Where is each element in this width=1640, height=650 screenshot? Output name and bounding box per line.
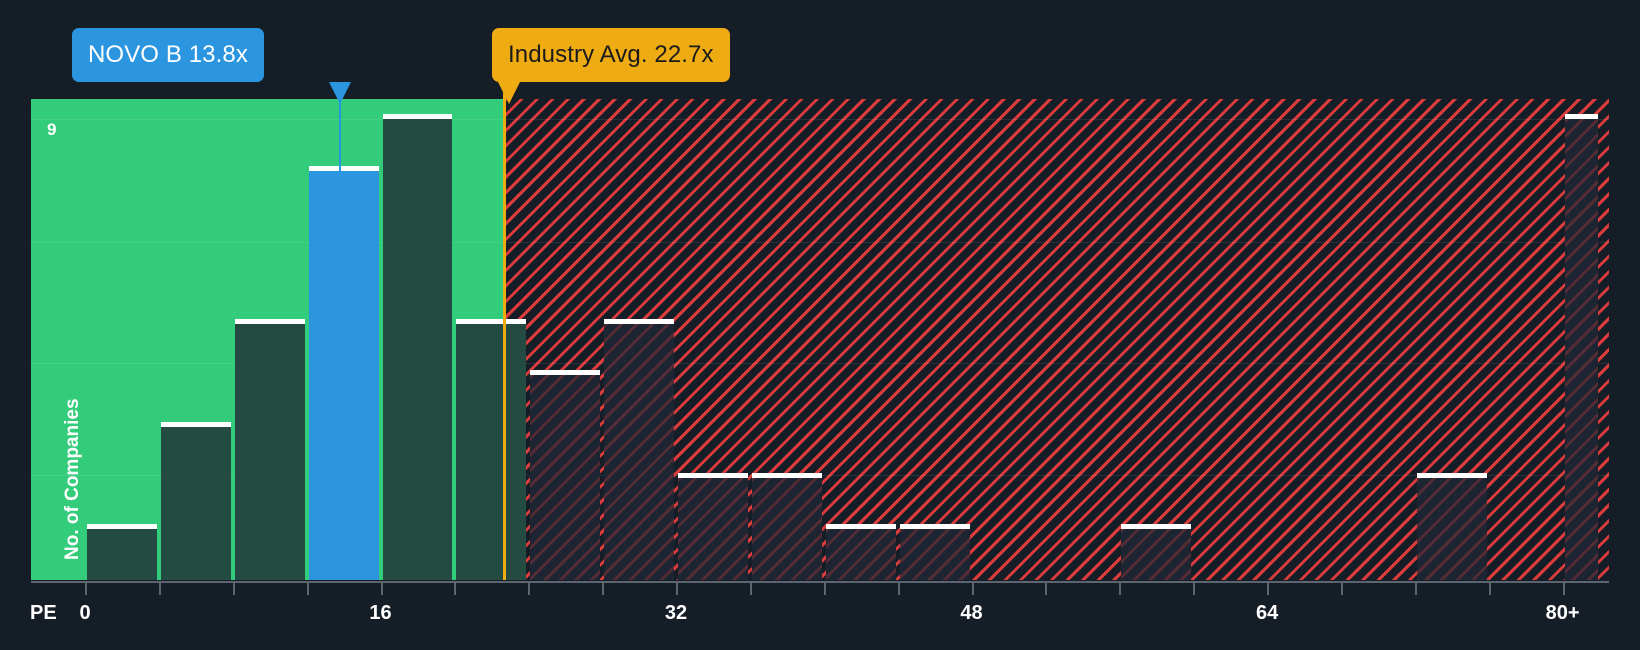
- x-axis-tick: [749, 583, 752, 595]
- histogram-bar[interactable]: [604, 319, 675, 580]
- bar-hatch: [530, 375, 601, 580]
- bar-top-cap: [604, 319, 675, 325]
- bar-top-cap: [825, 523, 896, 529]
- industry-average-callout[interactable]: Industry Avg. 22.7x: [492, 28, 730, 82]
- x-axis-tick-label: 32: [664, 602, 688, 624]
- x-axis-tick-label: 16: [369, 602, 392, 624]
- y-axis-label: No. of Companies: [62, 398, 83, 560]
- industry-average-callout-tail: [498, 82, 521, 104]
- x-axis-tick: [1414, 583, 1417, 595]
- histogram-bar[interactable]: [751, 472, 822, 580]
- x-axis-tick-label: 80+: [1545, 602, 1580, 624]
- bar-hatch: [751, 477, 822, 580]
- bar-hatch: [899, 528, 970, 580]
- x-axis-tick: [1267, 583, 1270, 595]
- x-axis-tick-label: 64: [1255, 602, 1279, 624]
- x-axis-tick: [380, 583, 383, 595]
- bar-top-cap: [87, 523, 157, 529]
- bar-top-cap: [1416, 472, 1487, 478]
- x-axis-tick: [676, 583, 679, 595]
- bar-top-cap: [308, 165, 379, 171]
- gridline: [31, 363, 1609, 364]
- histogram-bar[interactable]: [825, 523, 896, 580]
- bar-top-cap: [678, 472, 748, 478]
- histogram-bar[interactable]: [899, 523, 970, 580]
- x-axis-tick: [1488, 583, 1491, 595]
- y-axis-max-value: 9: [47, 120, 57, 139]
- bar-top-cap: [234, 319, 305, 325]
- industry-average-callout-label: Industry Avg. 22.7x: [508, 41, 714, 68]
- gridline: [31, 242, 1609, 243]
- x-axis-tick: [158, 583, 161, 595]
- histogram-bar[interactable]: [308, 165, 379, 580]
- histogram-bar[interactable]: [456, 319, 527, 580]
- x-axis-tick: [528, 583, 531, 595]
- company-callout-label: NOVO B 13.8x: [88, 41, 248, 68]
- company-callout[interactable]: NOVO B 13.8x: [72, 28, 264, 82]
- x-axis-tick: [306, 583, 309, 595]
- x-axis-tick: [1045, 583, 1048, 595]
- x-axis-tick: [454, 583, 457, 595]
- histogram-bar[interactable]: [1564, 114, 1598, 580]
- x-axis-tick: [897, 583, 900, 595]
- bar-top-cap: [1121, 523, 1192, 529]
- histogram-bar[interactable]: [87, 523, 157, 580]
- bar-hatch: [1416, 477, 1487, 580]
- x-axis-tick: [1119, 583, 1122, 595]
- histogram-bar[interactable]: [160, 421, 231, 580]
- x-axis-tick: [602, 583, 605, 595]
- company-callout-tail: [328, 82, 351, 104]
- histogram-bar[interactable]: [234, 319, 305, 580]
- histogram-bar[interactable]: [1416, 472, 1487, 580]
- bar-hatch: [825, 528, 896, 580]
- x-axis-label: PE: [30, 602, 57, 624]
- bar-top-cap: [751, 472, 822, 478]
- x-axis-tick: [1340, 583, 1343, 595]
- x-axis-tick-label: 48: [960, 602, 983, 624]
- bar-hatch: [1121, 528, 1192, 580]
- bar-top-cap: [382, 114, 453, 120]
- bar-top-cap: [160, 421, 231, 427]
- bar-top-cap: [530, 370, 601, 376]
- histogram-bar[interactable]: [678, 472, 748, 580]
- bar-hatch: [1564, 119, 1598, 580]
- x-axis-tick: [971, 583, 974, 595]
- bar-top-cap: [1564, 114, 1598, 120]
- x-axis-tick: [85, 583, 87, 595]
- x-axis-tick: [1562, 583, 1565, 595]
- x-axis-tick: [232, 583, 235, 595]
- histogram-bar[interactable]: [1121, 523, 1192, 580]
- industry-average-marker-line: [503, 90, 507, 580]
- x-axis-line: [31, 581, 1609, 583]
- x-axis-tick: [1193, 583, 1196, 595]
- bar-top-cap: [456, 319, 527, 325]
- bar-top-cap: [899, 523, 970, 529]
- histogram-bar[interactable]: [530, 370, 601, 580]
- x-axis-tick-label: 0: [79, 602, 91, 624]
- bar-hatch: [678, 477, 748, 580]
- plot-area: [31, 99, 1609, 580]
- company-marker-line: [338, 101, 341, 176]
- histogram-bar[interactable]: [382, 114, 453, 580]
- gridline: [31, 119, 1609, 120]
- x-axis-tick: [823, 583, 826, 595]
- bar-hatch: [604, 324, 675, 580]
